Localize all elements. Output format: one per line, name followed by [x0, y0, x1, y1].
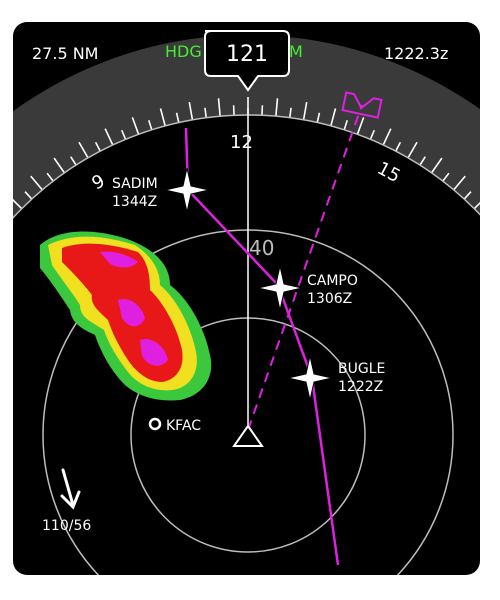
- airport-label: KFAC: [166, 418, 201, 434]
- compass-tick: [13, 198, 23, 210]
- waypoint-campo-name: CAMPO: [307, 273, 358, 289]
- compass-tick: [395, 141, 402, 152]
- compass-tick: [442, 172, 450, 182]
- compass-tick: [46, 172, 54, 182]
- waypoint-bugle-name: BUGLE: [338, 361, 385, 377]
- compass-tick: [120, 129, 127, 140]
- compass-tick: [430, 157, 443, 174]
- compass-rose: [13, 97, 480, 210]
- compass-tick: [53, 157, 66, 174]
- compass-tick: [343, 120, 348, 131]
- compass-tick: [288, 107, 292, 118]
- waypoint-sadim-name: SADIM: [112, 176, 158, 192]
- magnetic-label: M: [289, 42, 303, 61]
- ownship-icon: [232, 424, 264, 447]
- compass-tick: [188, 101, 194, 121]
- compass-tick: [382, 128, 392, 146]
- heading-readout: 121: [204, 30, 290, 92]
- compass-tick: [30, 175, 43, 191]
- compass-tick: [175, 112, 180, 123]
- airport-icon: [148, 417, 162, 431]
- wind-readout: 110/56: [42, 518, 91, 534]
- range-ring-label: 40: [249, 236, 274, 260]
- waypoint-symbols: [164, 167, 333, 401]
- compass-tick: [131, 117, 140, 135]
- wind-arrow-icon: [60, 468, 81, 510]
- hdg-label: HDG: [165, 42, 202, 61]
- waypoint-campo-icon: [257, 265, 303, 311]
- waypoint-bugle-icon: [287, 355, 333, 401]
- compass-tick: [159, 108, 166, 127]
- waypoint-sadim-icon: [164, 167, 210, 213]
- waypoint-bugle-eta: 1222Z: [338, 379, 383, 395]
- compass-tick: [94, 141, 101, 152]
- compass-tick: [369, 129, 376, 140]
- compass-tick: [217, 98, 221, 117]
- compass-tick: [148, 120, 153, 131]
- compass-tick: [24, 191, 33, 200]
- map-canvas: 9 12 15: [13, 30, 480, 575]
- compass-tick: [316, 112, 321, 123]
- range-readout: 27.5 NM: [32, 44, 99, 63]
- track-line: [247, 104, 363, 431]
- compass-tick: [204, 107, 208, 118]
- waypoint-campo-eta: 1306Z: [307, 291, 352, 307]
- compass-tick: [78, 141, 89, 159]
- weather-radar: [40, 231, 212, 401]
- waypoint-sadim-eta: 1344Z: [112, 194, 157, 210]
- time-readout: 1222.3z: [384, 44, 449, 63]
- compass-tick: [473, 201, 480, 210]
- compass-tick: [453, 175, 466, 191]
- compass-tick: [463, 191, 472, 200]
- compass-label-12: 12: [230, 132, 253, 153]
- navigation-display: 9 12 15: [13, 22, 480, 575]
- compass-tick: [275, 98, 279, 117]
- compass-tick: [419, 156, 426, 166]
- compass-tick: [407, 141, 418, 159]
- compass-tick: [70, 156, 77, 166]
- heading-value: 121: [226, 42, 268, 67]
- compass-tick: [330, 108, 337, 127]
- compass-tick: [302, 101, 308, 121]
- compass-tick: [356, 117, 365, 135]
- compass-tick: [104, 128, 114, 146]
- heading-bug: [341, 91, 383, 119]
